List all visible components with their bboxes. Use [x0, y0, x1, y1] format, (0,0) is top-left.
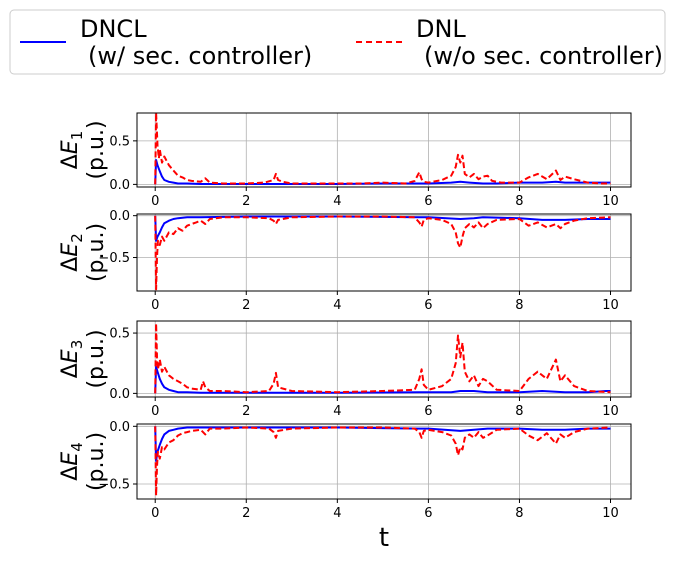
x-tick-label: 8	[515, 506, 523, 521]
subplot-4: 0 2 4 6 8 10 0.0 −0.5 ΔE4(p.u.)	[58, 420, 632, 521]
plot-area-1	[137, 113, 631, 187]
x-tick-label: 8	[515, 298, 523, 313]
axes-frame	[136, 213, 632, 292]
x-tick-label: 10	[602, 404, 619, 419]
x-tick-label: 10	[602, 194, 619, 209]
y-tick-label: 0.5	[109, 134, 130, 149]
x-tick-label: 10	[602, 506, 619, 521]
y-tick-label: 0.0	[109, 178, 130, 193]
y-axis-unit: (p.u.)	[84, 432, 109, 491]
plot-area-4	[137, 424, 631, 499]
x-tick-label: 2	[242, 506, 250, 521]
y-axis-label: ΔE1	[58, 131, 86, 170]
y-tick-label: 0.0	[109, 209, 130, 224]
axes-frame	[136, 320, 632, 398]
x-tick-label: 2	[242, 404, 250, 419]
legend-label-dnl-line1: DNL	[416, 15, 466, 43]
series-line-dnl	[154, 426, 611, 497]
legend-label-dnl-line2: (w/o sec. controller)	[424, 42, 663, 70]
x-tick-label: 0	[151, 194, 159, 209]
x-tick-label: 8	[515, 194, 523, 209]
subplot-3: 0 2 4 6 8 10 0.0 0.5 ΔE3(p.u.)	[58, 320, 632, 419]
x-tick-label: 0	[151, 298, 159, 313]
x-tick-label: 6	[424, 298, 432, 313]
x-tick-label: 10	[602, 298, 619, 313]
legend: DNCL (w/ sec. controller) DNL (w/o sec. …	[9, 9, 666, 75]
axes-frame	[136, 423, 632, 500]
x-tick-label: 4	[333, 404, 341, 419]
subplot-2: 0 2 4 6 8 10 0.0 −0.5 ΔE2(p.u.)	[58, 209, 632, 313]
series-line-dnl	[154, 215, 611, 291]
x-tick-label: 4	[333, 506, 341, 521]
x-tick-label: 4	[333, 298, 341, 313]
plot-area-3	[137, 321, 631, 397]
legend-frame	[9, 9, 666, 75]
x-axis-label: t	[379, 523, 389, 553]
x-tick-label: 6	[424, 194, 432, 209]
y-axis-unit: (p.u.)	[84, 329, 109, 388]
subplot-1: 0 2 4 6 8 10 0.0 0.5 ΔE1(p.u.)	[58, 112, 632, 209]
y-axis-label: ΔE4	[58, 442, 86, 481]
y-tick-label: 0.5	[109, 327, 130, 342]
x-tick-label: 6	[424, 506, 432, 521]
legend-label-dncl-line2: (w/ sec. controller)	[88, 42, 312, 70]
x-tick-label: 4	[333, 194, 341, 209]
series-line-dnl	[154, 112, 611, 185]
series-line-dnl	[154, 322, 611, 394]
y-tick-label: 0.0	[109, 420, 130, 435]
axes-frame	[136, 112, 632, 188]
x-tick-label: 2	[242, 194, 250, 209]
legend-label-dncl-line1: DNCL	[80, 15, 147, 43]
y-axis-label: ΔE2	[58, 233, 86, 272]
y-axis-unit: (p.u.)	[84, 120, 109, 179]
plot-area-2	[137, 214, 631, 291]
y-axis-label: ΔE3	[58, 340, 86, 379]
y-tick-label: 0.0	[109, 387, 130, 402]
y-tick-label: −0.5	[98, 478, 130, 493]
x-tick-label: 0	[151, 506, 159, 521]
x-tick-label: 6	[424, 404, 432, 419]
x-tick-label: 0	[151, 404, 159, 419]
x-tick-label: 8	[515, 404, 523, 419]
x-tick-label: 2	[242, 298, 250, 313]
y-tick-label: −0.5	[98, 251, 130, 266]
y-axis-unit: (p.u.)	[84, 223, 109, 282]
